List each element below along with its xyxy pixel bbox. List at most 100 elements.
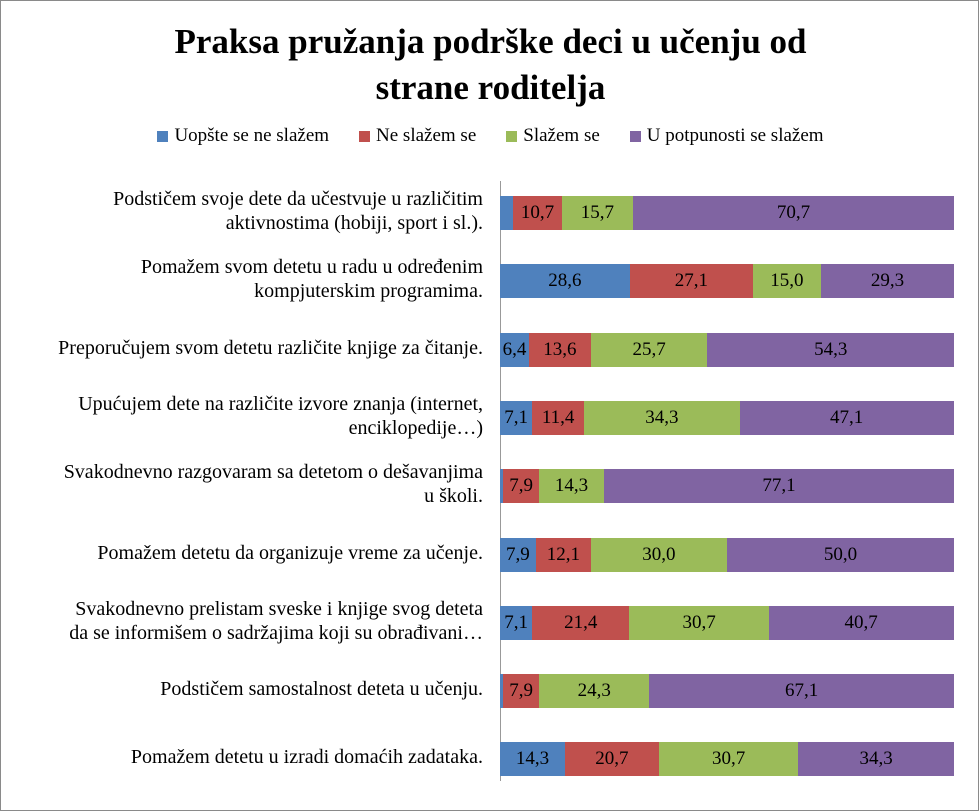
bar-segment <box>561 196 633 230</box>
legend-label: Slažem se <box>523 125 600 146</box>
data-label: 25,7 <box>632 338 666 360</box>
data-label: 54,3 <box>814 338 848 360</box>
data-label: 70,7 <box>776 202 811 223</box>
data-label: 40,7 <box>844 611 878 633</box>
bar-segment <box>500 469 504 504</box>
bar-segment <box>539 674 650 709</box>
data-label: 6,4 <box>502 338 527 360</box>
category-label: Svakodnevno prelistam sveske i knjige sv… <box>3 597 483 645</box>
data-label: 11,4 <box>541 406 575 428</box>
bar-segment <box>513 196 562 230</box>
legend-label: U potpunosti se slažem <box>646 125 824 146</box>
data-label: 24,3 <box>577 680 611 702</box>
data-label: 77,1 <box>762 475 796 497</box>
chart-title-line-2: strane roditelja <box>375 68 606 107</box>
data-label: 34,3 <box>859 748 893 770</box>
category-label-line: Svakodnevno razgovaram sa detetom o deša… <box>63 461 483 484</box>
data-label: 27,1 <box>674 270 708 292</box>
legend: Uopšte se ne slažem Ne slažem se Slažem se… <box>1 125 979 147</box>
category-label-line: enciklopedije…) <box>348 416 483 439</box>
legend-item: Slažem se <box>506 125 600 147</box>
data-label: 7,1 <box>504 406 528 428</box>
category-label-line: u školi. <box>424 485 483 508</box>
bar-segment <box>535 537 591 572</box>
data-label: 7,9 <box>509 475 533 497</box>
bar-segment <box>798 742 954 777</box>
data-label: 7,9 <box>509 680 533 702</box>
bar-segment <box>658 742 799 777</box>
data-label: 15,0 <box>770 270 804 292</box>
data-label: 50,0 <box>823 543 858 565</box>
bar-segment <box>820 264 954 299</box>
category-label: Podstičem svoje dete da učestvuje u razl… <box>3 187 483 235</box>
legend-item: U potpunosti se slažem <box>629 125 824 147</box>
bar-segment <box>739 400 954 435</box>
bar-segment <box>500 264 630 299</box>
bar-segment <box>529 332 591 367</box>
category-label-line: Svakodnevno prelistam sveske i knjige sv… <box>75 597 483 620</box>
category-label-line: da se informišem o sadržajima koji su ob… <box>69 621 483 644</box>
bar-segment <box>500 400 533 435</box>
data-label: 12,1 <box>546 543 580 565</box>
data-label: 30,7 <box>682 611 716 633</box>
legend-label: Ne slažem se <box>376 125 477 146</box>
category-label: Upućujem dete na različite izvore znanja… <box>3 392 483 440</box>
bar-segment <box>752 264 821 299</box>
category-label: Pomažem svom detetu u radu u određenim ko… <box>3 255 483 303</box>
chart-title: Praksa pružanja podrške deci u učenju od… <box>1 19 979 111</box>
bar-segment <box>500 605 533 640</box>
category-label-line: Upućujem dete na različite izvore znanja… <box>78 392 483 415</box>
data-label: 7,1 <box>504 611 528 633</box>
bar-segment <box>603 469 954 504</box>
legend-item: Uopšte se ne slažem <box>157 125 329 147</box>
bar-segment <box>633 196 954 230</box>
data-label: 29,3 <box>870 270 905 292</box>
data-label: 14,3 <box>554 475 589 497</box>
category-label-line: Pomažem svom detetu u radu u određenim <box>140 256 483 279</box>
category-label-line: Pomažem detetu u izradi domaćih zadataka… <box>130 746 483 769</box>
data-label: 47,1 <box>830 406 864 428</box>
data-label: 34,3 <box>645 406 679 428</box>
data-label: 30,7 <box>711 748 746 770</box>
category-label: Pomažem detetu u izradi domaćih zadataka… <box>3 745 483 769</box>
bar-segment <box>707 332 954 367</box>
bar-segment <box>532 605 630 640</box>
bar-segment <box>500 674 504 709</box>
legend-swatch <box>157 130 169 142</box>
bar-segment <box>500 332 530 367</box>
bar-segment <box>500 537 536 572</box>
legend-swatch <box>629 130 641 142</box>
category-label-line: Pomažem detetu da organizuje vreme za uč… <box>97 541 483 564</box>
bar-segment <box>500 196 514 230</box>
data-label: 7,9 <box>506 543 530 565</box>
category-label-line: kompjuterskim programima. <box>254 280 483 303</box>
bar-segment <box>532 400 584 435</box>
data-label: 67,1 <box>785 680 819 702</box>
data-label: 28,6 <box>548 270 582 292</box>
bar-segment <box>727 537 954 572</box>
bar-segment <box>590 537 727 572</box>
category-label-line: Podstičem samostalnost deteta u učenju. <box>160 678 483 701</box>
legend-swatch <box>506 130 518 142</box>
chart-title-line-1: Praksa pružanja podrške deci u učenju od <box>174 22 807 61</box>
bar-segment <box>649 674 954 709</box>
bar-segment <box>564 742 659 777</box>
data-label: 30,0 <box>642 543 676 565</box>
bar-segment <box>590 332 708 367</box>
bar-segment <box>629 605 769 640</box>
data-label: 21,4 <box>564 611 598 633</box>
category-label: Svakodnevno razgovaram sa detetom o deša… <box>3 460 483 508</box>
bar-segment <box>503 674 540 709</box>
data-label: 13,6 <box>543 338 577 360</box>
legend-swatch <box>359 130 371 142</box>
data-label: 20,7 <box>595 748 629 770</box>
data-label: 14,3 <box>515 748 550 770</box>
bar-segment <box>500 742 565 777</box>
bar-segment <box>629 264 753 299</box>
bar-segment <box>539 469 604 504</box>
data-label: 15,7 <box>580 202 614 223</box>
bar-segment <box>503 469 540 504</box>
legend-label: Uopšte se ne slažem <box>174 125 330 146</box>
category-label-line: aktivnostima (hobiji, sport i sl.). <box>225 212 483 234</box>
